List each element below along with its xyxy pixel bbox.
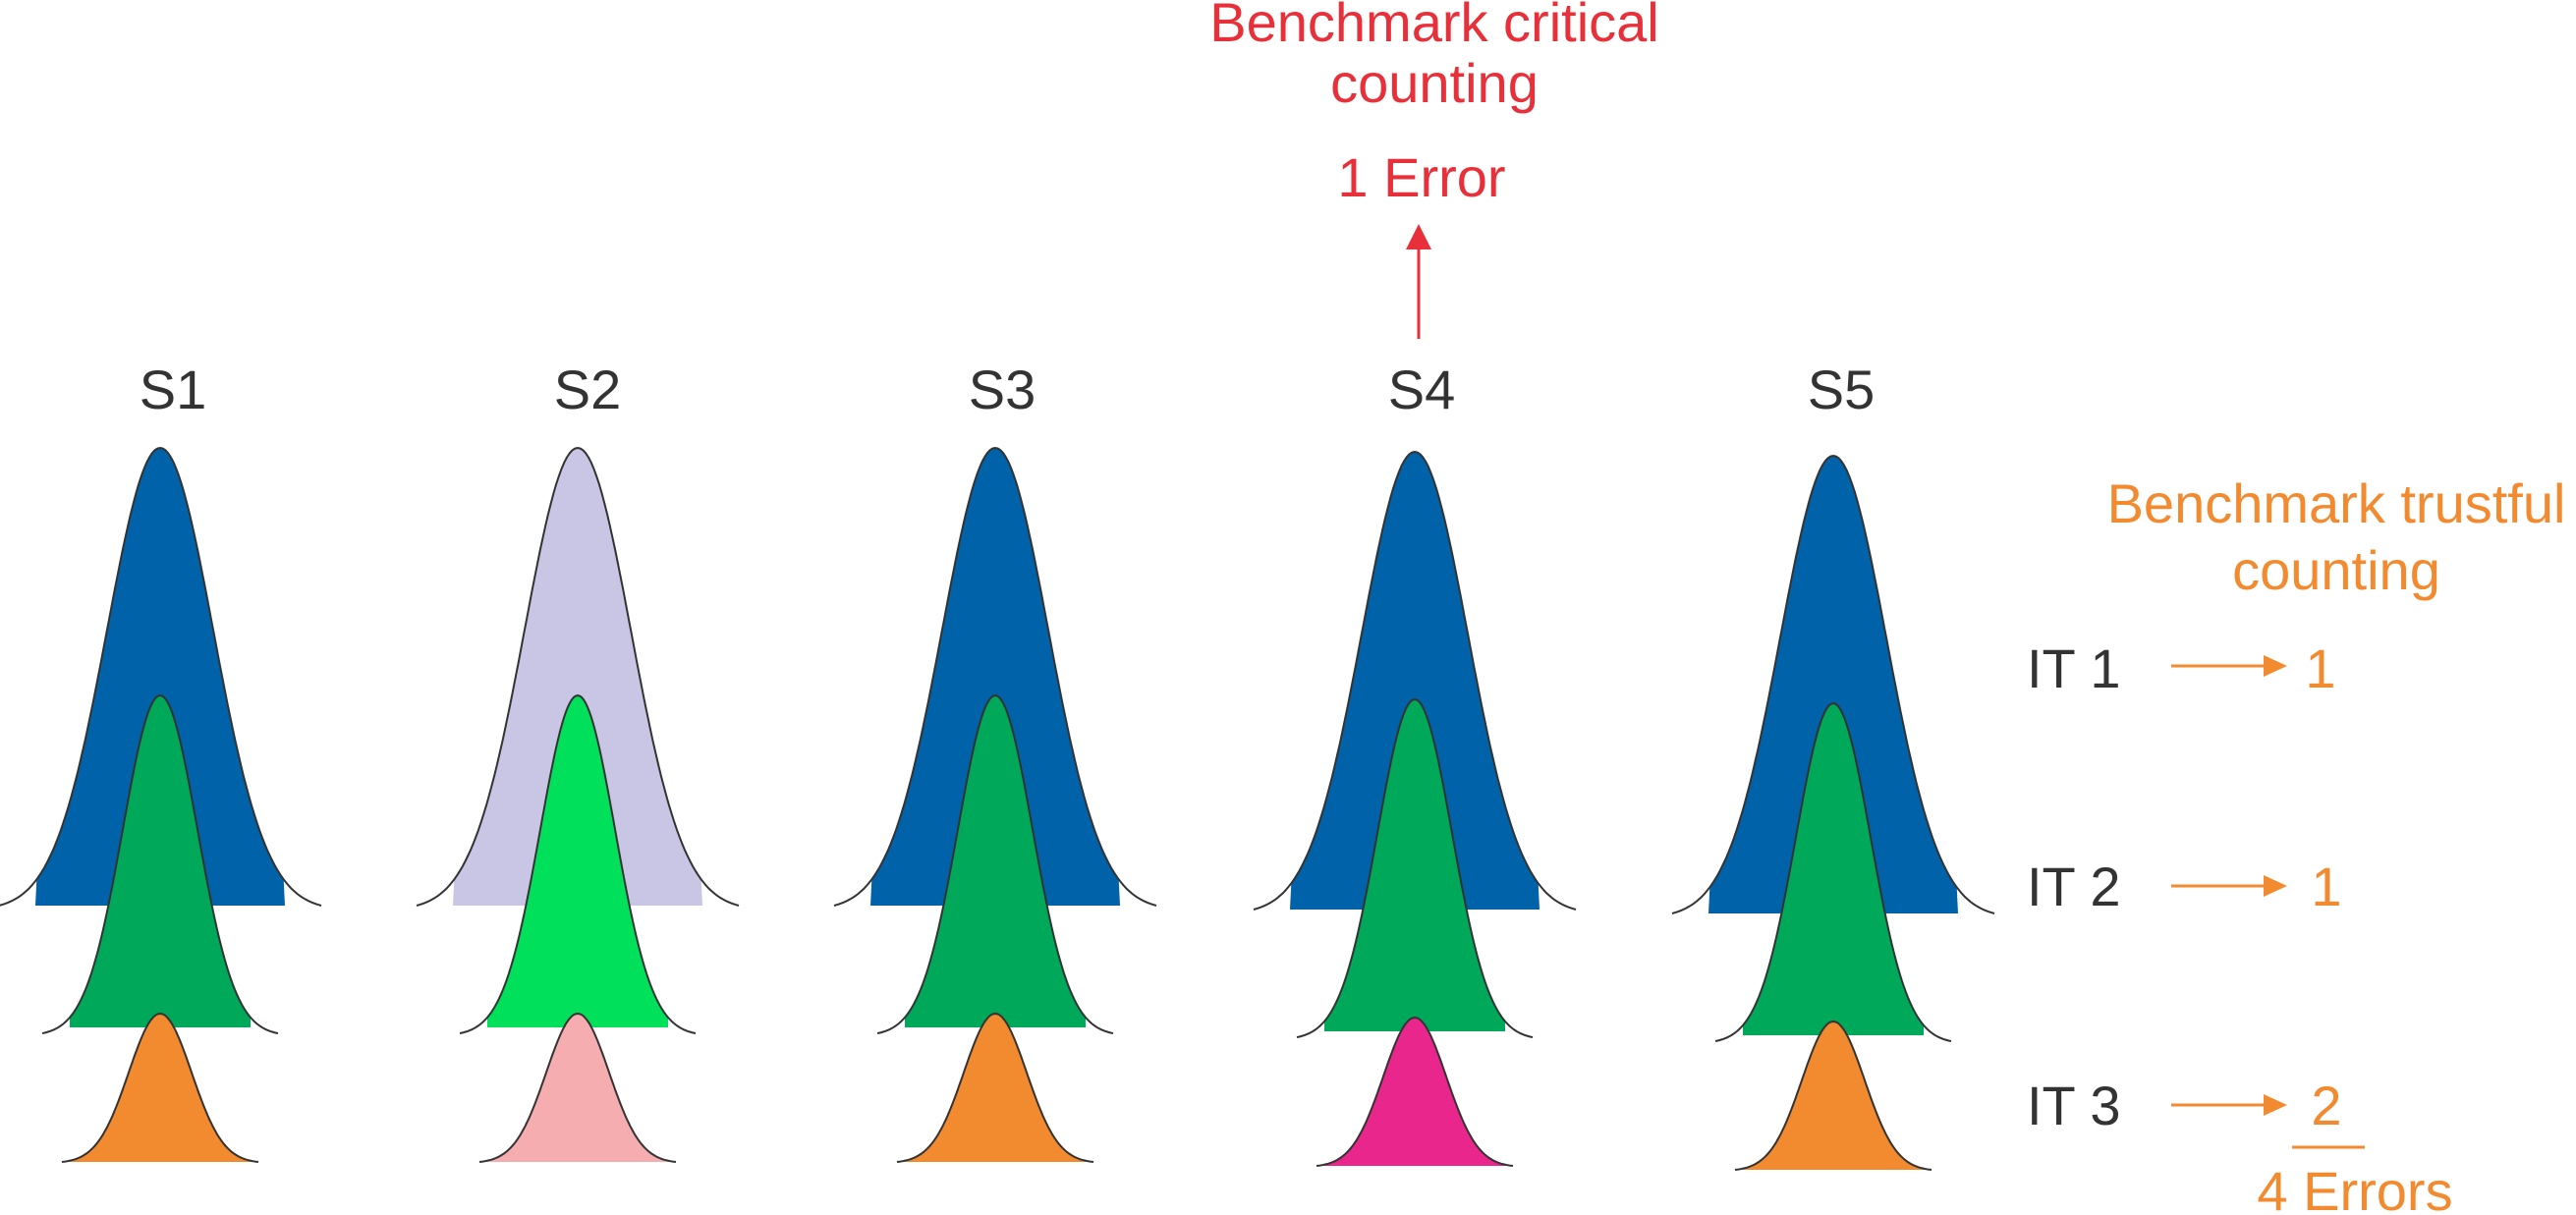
curve-fill-s5-it1 [1708,456,1958,913]
column-label-s3: S3 [969,359,1036,420]
curve-fill-s2-it2 [487,695,668,1027]
curve-fill-s3-it1 [870,448,1120,906]
critical-arrow [1406,224,1431,339]
critical-title-line2: counting [1330,52,1539,114]
row-label-it2: IT 2 [2027,856,2120,917]
row-label-it3: IT 3 [2027,1075,2120,1136]
critical-title-line1: Benchmark critical [1209,0,1658,53]
row-arrow-it1 [2171,655,2287,677]
curve-outline-s5-it3 [1734,1020,1932,1171]
curve-fill-s3-it3 [905,1014,1086,1162]
curve-fill-s5-it2 [1743,703,1924,1035]
curve-fill-s1-it1 [35,448,285,906]
curve-outline-s2-it2 [459,693,697,1034]
row-label-it1: IT 1 [2027,637,2120,699]
curve-outline-s4-it1 [1253,450,1577,911]
column-label-s2: S2 [554,359,622,420]
total-errors: 4 Errors [2257,1160,2452,1215]
column-label-s4: S4 [1388,359,1456,420]
curve-outline-s4-it3 [1316,1016,1514,1167]
curve-outline-s2-it1 [416,446,740,907]
curve-outline-s4-it2 [1296,697,1534,1038]
curve-fill-s3-it2 [905,695,1086,1027]
row-count-it3: 2 [2311,1075,2341,1136]
curve-fill-s4-it1 [1290,452,1540,910]
row-arrow-it3 [2171,1094,2287,1116]
curve-outline-s3-it2 [876,693,1114,1034]
curve-fill-s2-it3 [487,1014,668,1162]
curve-outline-s5-it1 [1671,454,1995,914]
curve-fill-s4-it3 [1324,1018,1505,1166]
column-label-s5: S5 [1808,359,1876,420]
trustful-title-line2: counting [2232,539,2440,601]
curve-fill-s1-it2 [70,695,251,1027]
curve-outline-s1-it3 [61,1012,259,1163]
trustful-title-line1: Benchmark trustful [2107,472,2566,534]
row-count-it2: 1 [2311,856,2341,917]
curve-outline-s2-it3 [478,1012,677,1163]
curve-fill-s5-it3 [1743,1022,1924,1170]
row-count-it1: 1 [2305,637,2335,699]
curve-outline-s1-it1 [0,446,322,907]
curve-fill-s1-it3 [70,1014,251,1162]
critical-error-count: 1 Error [1337,146,1505,208]
curve-fill-s4-it2 [1324,699,1505,1031]
curve-outline-s5-it2 [1714,701,1952,1042]
curve-outline-s1-it2 [41,693,279,1034]
curve-fill-s2-it1 [453,448,702,906]
curve-outline-s3-it1 [833,446,1157,907]
curve-outline-s3-it3 [896,1012,1094,1163]
column-label-s1: S1 [140,359,207,420]
row-arrow-it2 [2171,875,2287,897]
